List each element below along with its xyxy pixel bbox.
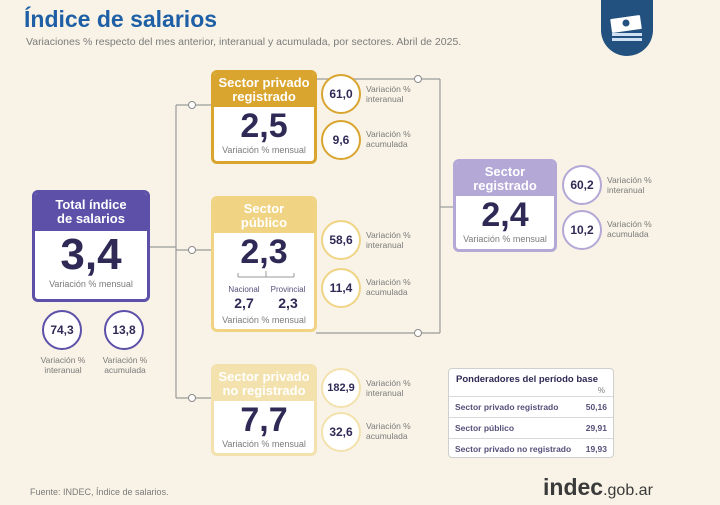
total-title-line2: de salarios (57, 211, 125, 226)
registered-interanual-label: Variación % interanual (607, 175, 652, 195)
brand-main: indec (543, 474, 604, 500)
public-acumulada-label: Variación % acumulada (366, 277, 411, 297)
unregistered-acumulada-circle: 32,6 (321, 412, 361, 452)
public-interanual-circle: 58,6 (321, 220, 361, 260)
total-interanual-label: Variación % interanual (40, 355, 86, 375)
weights-rows: Sector privado registrado 50,16 Sector p… (449, 396, 613, 459)
private-registered-interanual-circle: 61,0 (321, 74, 361, 114)
unregistered-interanual-label: Variación % interanual (366, 378, 411, 398)
public-sector-box: Sector público 2,3 Nacional Provincial 2… (211, 196, 317, 332)
registered-title-line2: registrado (473, 178, 537, 193)
public-provincial-value: 2,3 (278, 295, 298, 311)
public-acumulada-circle: 11,4 (321, 268, 361, 308)
registered-sector-box: Sector registrado 2,4 Variación % mensua… (453, 159, 557, 252)
public-monthly-value: 2,3 (240, 233, 288, 271)
page-title: Índice de salarios (24, 6, 218, 32)
registered-caption: Variación % mensual (463, 234, 547, 244)
private-unregistered-header: Sector privado no registrado (214, 367, 314, 401)
salary-money-icon (601, 0, 653, 56)
total-index-box: Total índice de salarios 3,4 Variación %… (32, 190, 150, 302)
registered-acumulada-label: Variación % acumulada (607, 219, 652, 239)
page-subtitle: Variaciones % respecto del mes anterior,… (26, 36, 462, 48)
private-unregistered-box: Sector privado no registrado 7,7 Variaci… (211, 364, 317, 456)
registered-monthly-value: 2,4 (481, 196, 529, 234)
unregistered-title-line2: no registrado (222, 383, 306, 398)
public-nacional-value: 2,7 (234, 295, 254, 311)
unregistered-title-line1: Sector privado (218, 369, 310, 385)
total-caption: Variación % mensual (49, 279, 133, 289)
weight-label: Sector privado no registrado (449, 438, 580, 459)
private-registered-acumulada-label: Variación % acumulada (366, 129, 411, 149)
connector-dot (188, 246, 196, 254)
source-note: Fuente: INDEC, Índice de salarios. (30, 487, 169, 497)
private-registered-header: Sector privado registrado (214, 73, 314, 107)
unregistered-monthly-value: 7,7 (240, 401, 288, 439)
registered-sector-header: Sector registrado (456, 162, 554, 196)
connector-dot (188, 394, 196, 402)
weights-table: Ponderadores del período base % Sector p… (448, 368, 614, 459)
total-title-line1: Total índice (55, 197, 127, 213)
weights-unit: % (597, 386, 605, 395)
registered-acumulada-circle: 10,2 (562, 210, 602, 250)
public-nacional-label: Nacional (228, 285, 260, 294)
table-row: Sector privado no registrado 19,93 (449, 438, 613, 459)
public-title-line2: público (240, 215, 288, 230)
private-registered-title-line2: registrado (232, 89, 296, 104)
weight-value: 19,93 (579, 438, 613, 459)
table-row: Sector público 29,91 (449, 417, 613, 439)
public-split-bracket (237, 271, 295, 278)
private-registered-acumulada-circle: 9,6 (321, 120, 361, 160)
unregistered-interanual-circle: 182,9 (321, 368, 361, 408)
private-registered-monthly-value: 2,5 (240, 107, 288, 145)
total-acumulada-circle: 13,8 (104, 310, 144, 350)
connector-dot (414, 329, 422, 337)
private-registered-title-line1: Sector privado (218, 75, 310, 91)
table-row: Sector privado registrado 50,16 (449, 396, 613, 418)
public-title-line1: Sector (243, 201, 285, 217)
weight-value: 50,16 (579, 396, 613, 418)
public-provincial-label: Provincial (270, 285, 306, 294)
weight-label: Sector privado registrado (449, 396, 580, 418)
registered-interanual-circle: 60,2 (562, 165, 602, 205)
private-registered-box: Sector privado registrado 2,5 Variación … (211, 70, 317, 164)
registered-title-line1: Sector (484, 164, 526, 180)
connector-dot (414, 75, 422, 83)
total-monthly-value: 3,4 (60, 230, 122, 279)
unregistered-caption: Variación % mensual (222, 439, 306, 449)
weights-table-title: Ponderadores del período base (456, 374, 599, 385)
public-interanual-label: Variación % interanual (366, 230, 411, 250)
total-index-header: Total índice de salarios (35, 193, 147, 231)
indec-logo[interactable]: indec.gob.ar (543, 474, 653, 501)
unregistered-acumulada-label: Variación % acumulada (366, 421, 411, 441)
weight-label: Sector público (449, 417, 580, 439)
private-registered-caption: Variación % mensual (222, 145, 306, 155)
weight-value: 29,91 (579, 417, 613, 439)
public-caption: Variación % mensual (222, 315, 306, 325)
private-registered-interanual-label: Variación % interanual (366, 84, 411, 104)
connector-dot (188, 101, 196, 109)
brand-suffix: .gob.ar (603, 482, 653, 499)
total-interanual-circle: 74,3 (42, 310, 82, 350)
total-acumulada-label: Variación % acumulada (102, 355, 148, 375)
public-sector-header: Sector público (214, 199, 314, 233)
